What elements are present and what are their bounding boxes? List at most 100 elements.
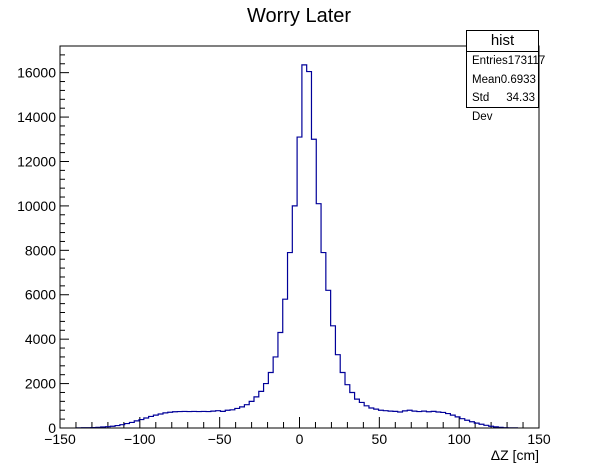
histogram-bin xyxy=(402,411,407,428)
histogram-bin xyxy=(153,415,158,428)
histogram-bin xyxy=(465,420,470,428)
histogram-bin xyxy=(149,416,154,428)
stats-label: Mean xyxy=(472,73,501,86)
y-tick-label: 14000 xyxy=(17,109,56,125)
histogram-bin xyxy=(158,414,163,428)
histogram-bin xyxy=(168,412,173,428)
stats-box: hist Entries 173117 Mean 0.6933 Std Dev … xyxy=(466,30,545,123)
histogram-bin xyxy=(407,410,412,428)
x-tick-label: 50 xyxy=(372,431,388,447)
histogram-bin xyxy=(422,411,427,428)
histogram-bin xyxy=(426,412,431,428)
histogram-bin xyxy=(201,411,206,428)
y-tick-label: 10000 xyxy=(17,198,56,214)
histogram-bin xyxy=(288,253,293,428)
histogram-bin xyxy=(331,326,336,428)
histogram-bin xyxy=(460,419,465,428)
histogram-bin xyxy=(326,290,331,428)
histogram-bin xyxy=(192,411,197,428)
histogram-bin xyxy=(259,391,264,428)
histogram-bin xyxy=(129,422,134,428)
histogram-bin xyxy=(359,402,364,428)
y-axis: 0 2000 4000 6000 8000 10000 12000 14000 16000 xyxy=(17,45,69,436)
histogram-bin xyxy=(211,411,216,428)
histogram-bin xyxy=(364,406,369,428)
histogram-bin xyxy=(268,372,273,428)
histogram-bin xyxy=(125,424,130,428)
histogram-bin xyxy=(374,409,379,428)
histogram-bin xyxy=(220,411,225,428)
y-tick-label: 6000 xyxy=(25,287,56,303)
histogram-bin xyxy=(225,410,230,428)
y-tick-label: 4000 xyxy=(25,331,56,347)
histogram-bin xyxy=(134,421,139,428)
histogram-bin xyxy=(345,385,350,428)
histogram-bin xyxy=(197,412,202,428)
histogram-bin xyxy=(417,412,422,428)
histogram-bin xyxy=(412,411,417,428)
x-tick-label: −50 xyxy=(208,431,232,447)
histogram-bin xyxy=(216,411,221,428)
chart-title: Worry Later xyxy=(247,5,351,27)
x-tick-label: 150 xyxy=(527,431,551,447)
histogram-bin xyxy=(264,384,269,428)
histogram-bin xyxy=(335,355,340,428)
histogram-bin xyxy=(388,411,393,428)
histogram-bin xyxy=(173,412,178,428)
histogram-bin xyxy=(441,412,446,428)
histogram-bins xyxy=(77,65,518,428)
histogram-bin xyxy=(254,397,259,428)
y-tick-label: 2000 xyxy=(25,376,56,392)
histogram-bin xyxy=(292,206,297,428)
histogram-bin xyxy=(187,412,192,428)
histogram-bin xyxy=(355,399,360,428)
x-axis: −150 −100 −50 0 50 100 150 xyxy=(44,417,551,447)
histogram-bin xyxy=(273,357,278,428)
histogram-bin xyxy=(431,411,436,428)
plot-frame xyxy=(59,45,540,429)
histogram-bin xyxy=(163,413,168,428)
x-axis-label: ΔZ [cm] xyxy=(491,447,539,463)
histogram-bin xyxy=(206,412,211,428)
histogram-bin xyxy=(230,410,235,428)
stats-label: Std Dev xyxy=(472,92,493,123)
histogram-bin xyxy=(446,414,451,428)
histogram-bin xyxy=(144,418,149,428)
x-tick-label: 100 xyxy=(447,431,471,447)
histogram-bin xyxy=(235,408,240,428)
stats-row-entries: Entries 173117 xyxy=(467,52,545,71)
histogram-bin xyxy=(436,412,441,428)
stats-title: hist xyxy=(467,31,538,52)
histogram-bin xyxy=(302,65,307,428)
stats-row-mean: Mean 0.6933 xyxy=(467,71,538,90)
stats-value: 173117 xyxy=(507,55,546,67)
stats-value: 0.6933 xyxy=(500,73,536,86)
histogram-bin xyxy=(316,204,321,428)
stats-row-stddev: Std Dev 34.33 xyxy=(467,89,538,123)
histogram-bin xyxy=(244,405,249,428)
histogram-bin xyxy=(177,412,182,428)
histogram-bin xyxy=(297,137,302,428)
y-tick-label: 8000 xyxy=(25,242,56,258)
y-tick-label: 16000 xyxy=(17,65,56,81)
stats-label: Entries xyxy=(472,55,508,67)
histogram-bin xyxy=(398,412,403,428)
histogram-bin xyxy=(393,411,398,428)
histogram-bin xyxy=(455,417,460,428)
histogram-bin xyxy=(240,407,245,428)
histogram-bin xyxy=(283,299,288,428)
stats-value: 34.33 xyxy=(506,92,535,104)
histogram-bin xyxy=(340,372,345,428)
histogram-bin xyxy=(474,423,479,428)
histogram-bin xyxy=(470,422,475,428)
x-tick-label: −100 xyxy=(124,431,156,447)
x-tick-label: 0 xyxy=(296,431,304,447)
histogram-bin xyxy=(379,410,384,428)
x-tick-label: −150 xyxy=(44,431,76,447)
y-tick-label: 0 xyxy=(48,420,56,436)
histogram-bin xyxy=(307,72,312,428)
histogram-bin xyxy=(383,411,388,428)
histogram-bin xyxy=(249,401,254,428)
